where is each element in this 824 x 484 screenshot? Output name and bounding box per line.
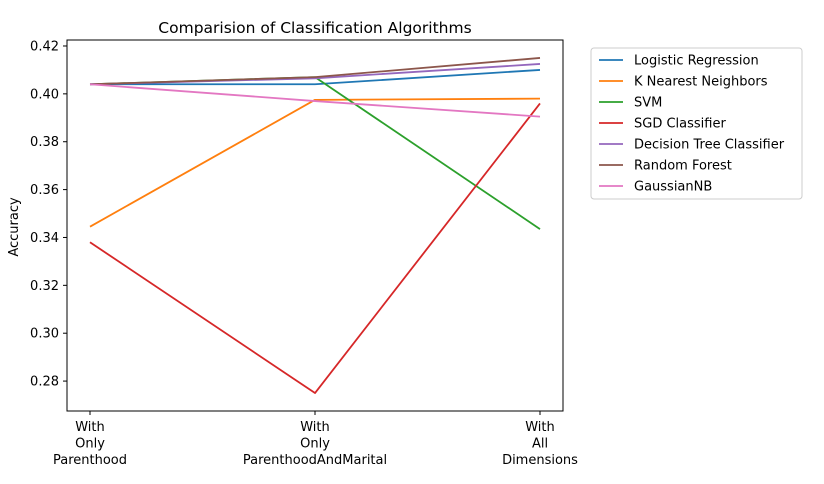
y-tick-label: 0.32 [30, 279, 59, 294]
x-tick-label: With Only ParenthoodAndMarital [243, 420, 387, 468]
legend-entry: SGD Classifier [599, 117, 726, 132]
y-tick-label: 0.30 [30, 327, 59, 342]
legend-entry: Random Forest [599, 159, 732, 174]
legend-entry: Logistic Regression [599, 54, 759, 69]
legend-label: K Nearest Neighbors [634, 75, 768, 90]
legend-entry: K Nearest Neighbors [599, 75, 768, 90]
x-tick-label-line: With [300, 420, 330, 435]
x-tick-label-line: With [75, 420, 105, 435]
series-line-logistic-regression [90, 69, 541, 86]
legend-label: GaussianNB [634, 180, 712, 195]
series-line-k-nearest-neighbors [89, 97, 541, 228]
y-tick-label: 0.38 [30, 135, 59, 150]
legend-label: SVM [634, 96, 662, 111]
y-tick-label: 0.40 [30, 87, 59, 102]
chart-title: Comparision of Classification Algorithms [158, 19, 471, 37]
x-tick-label-line: ParenthoodAndMarital [243, 453, 387, 468]
legend-entry: SVM [599, 96, 662, 111]
x-tick-label-line: With [525, 420, 555, 435]
series-line-sgd-classifier [89, 102, 541, 394]
legend-label: SGD Classifier [634, 117, 726, 132]
plot-area-frame [66, 39, 564, 412]
legend-label: Decision Tree Classifier [634, 138, 785, 153]
series-line-random-forest [89, 57, 541, 86]
x-tick-label: With All Dimensions [502, 420, 578, 468]
y-axis-label: Accuracy [7, 197, 22, 257]
series-line-gaussiannb [89, 83, 541, 118]
y-tick-label: 0.34 [30, 231, 59, 246]
plot-lines [89, 57, 541, 394]
legend-entry: GaussianNB [599, 180, 712, 195]
y-tick-label: 0.36 [30, 183, 59, 198]
legend-entry: Decision Tree Classifier [599, 138, 785, 153]
x-tick-label-line: Dimensions [502, 453, 578, 468]
y-tick-label: 0.42 [30, 39, 59, 54]
legend-label: Random Forest [634, 159, 732, 174]
x-tick-label-line: All [532, 437, 548, 452]
legend-label: Logistic Regression [634, 54, 759, 69]
y-axis: 0.28 0.30 0.32 0.34 0.36 0.38 0.40 0.42 [30, 39, 67, 390]
legend-frame [590, 47, 803, 200]
x-tick-label-line: Parenthood [53, 453, 127, 468]
x-tick-label: With Only Parenthood [53, 420, 127, 468]
x-tick-label-line: Only [300, 437, 330, 452]
y-tick-label: 0.28 [30, 375, 59, 390]
legend: Logistic Regression K Nearest Neighbors SV… [590, 47, 803, 200]
x-tick-label-line: Only [75, 437, 105, 452]
